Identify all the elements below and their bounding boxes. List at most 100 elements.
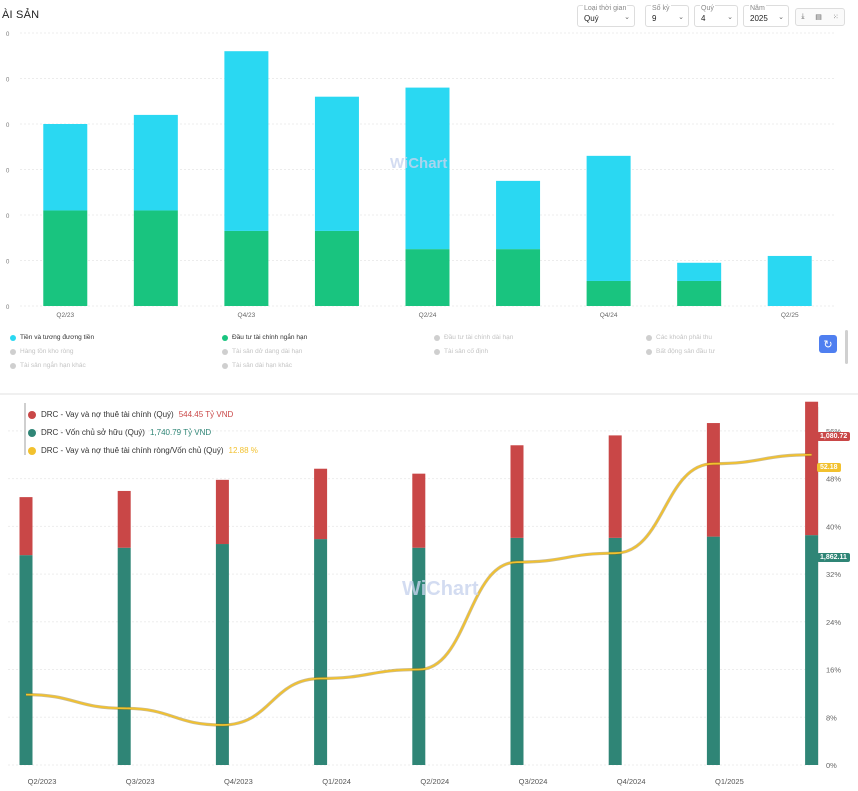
- bar-segment: [43, 210, 88, 306]
- bar-segment: [314, 230, 359, 306]
- legend-item[interactable]: Tiền và tương đương tiền: [10, 334, 94, 341]
- bar-segment: [133, 114, 178, 211]
- x-tick-label: Q4/2023: [224, 777, 253, 786]
- bar-segment: [496, 249, 541, 306]
- y-tick-label: 0: [6, 305, 10, 311]
- bar-segment: [224, 230, 269, 306]
- debt-bar: [805, 401, 819, 536]
- legend-ratio-value: 12.88 %: [228, 446, 258, 455]
- refresh-button[interactable]: ↻: [819, 335, 837, 353]
- period-count-value: 9: [652, 14, 657, 23]
- legend-item[interactable]: Tài sản cố định: [434, 348, 488, 355]
- x-tick-label: Q4/23: [238, 312, 256, 319]
- y2-tick-label: 0%: [826, 761, 837, 770]
- debt-bar: [706, 423, 720, 537]
- legend-accent-bar: [24, 403, 26, 455]
- legend-item[interactable]: Các khoản phải thu: [646, 334, 712, 341]
- legend-item[interactable]: Bất động sản đầu tư: [646, 348, 715, 355]
- legend-label: Đầu tư tài chính ngắn hạn: [232, 334, 308, 341]
- x-tick-label: Q1/2024: [322, 777, 351, 786]
- debt-bar: [215, 479, 229, 545]
- chevron-down-icon: ⌄: [624, 14, 630, 21]
- equity-bar: [805, 535, 819, 765]
- year-value: 2025: [750, 14, 768, 23]
- chart-toolbar: ⤓ ▤ ⁙: [795, 8, 845, 26]
- y2-tick-label: 40%: [826, 522, 841, 531]
- debt-bar: [412, 473, 426, 548]
- legend-label: Tài sản ngắn hạn khác: [20, 362, 86, 369]
- legend-label: Tài sản cố định: [444, 348, 489, 355]
- debt-bar: [117, 490, 131, 548]
- legend-scrollbar[interactable]: [845, 330, 848, 364]
- legend-dot: [222, 362, 228, 369]
- legend-label: Bất động sản đầu tư: [656, 348, 715, 355]
- legend-ratio-dot: [28, 446, 36, 455]
- x-tick-label: Q4/24: [600, 312, 618, 319]
- legend-dot: [646, 348, 652, 355]
- quarter-label: Quý: [700, 5, 715, 13]
- legend-debt[interactable]: DRC - Vay và nợ thuê tài chính (Quý) 544…: [28, 410, 233, 419]
- page-title: ÀI SẢN: [2, 9, 40, 21]
- x-tick-label: Q2/24: [419, 312, 437, 319]
- legend-dot: [10, 362, 16, 369]
- legend-item[interactable]: Tài sản dở dang dài hạn: [222, 348, 302, 355]
- x-tick-label: Q2/25: [781, 312, 799, 319]
- bar-segment: [586, 155, 631, 281]
- legend-item[interactable]: Hàng tồn kho ròng: [10, 348, 73, 355]
- y-tick-label: 0: [6, 123, 10, 129]
- equity-bar: [412, 547, 426, 765]
- quarter-select[interactable]: Quý 4 ⌄: [694, 5, 738, 27]
- debt-bar: [19, 497, 33, 556]
- watermark: WiChart: [390, 155, 447, 172]
- bar-segment: [224, 51, 269, 231]
- period-count-select[interactable]: Số kỳ 9 ⌄: [645, 5, 689, 27]
- refresh-icon: ↻: [823, 338, 833, 351]
- year-select[interactable]: Năm 2025 ⌄: [743, 5, 789, 27]
- end-label-debt: 1,080.72: [817, 432, 851, 441]
- legend-equity-value: 1,740.79 Tỷ VND: [149, 428, 212, 437]
- end-label-equity: 1,862.11: [817, 553, 850, 562]
- legend-item[interactable]: Tài sản ngắn hạn khác: [10, 362, 86, 369]
- x-tick-label: Q3/2023: [126, 777, 155, 786]
- assets-bar-chart: 0 0 0 0 0 0 0 Q2/23 Q4/23 Q2/24 Q4/24 Q2/25 WiChart: [6, 32, 835, 319]
- x-tick-label: Q3/2024: [519, 777, 548, 786]
- chevron-down-icon: ⌄: [778, 14, 784, 21]
- legend-item[interactable]: Đầu tư tài chính ngắn hạn: [222, 334, 307, 341]
- bar-segment: [677, 262, 722, 281]
- bar-segment: [133, 210, 178, 306]
- legend-item[interactable]: Tài sản dài hạn khác: [222, 362, 292, 369]
- period-type-select[interactable]: Loại thời gian Quý ⌄: [577, 5, 635, 27]
- bar-segment: [586, 280, 631, 306]
- debt-bar: [608, 435, 622, 538]
- legend-item[interactable]: Đầu tư tài chính dài hạn: [434, 334, 513, 341]
- legend-equity-name: DRC - Vốn chủ sở hữu (Quý): [41, 428, 145, 437]
- download-icon[interactable]: ⤓: [801, 13, 805, 20]
- legend-ratio[interactable]: DRC - Vay và nợ thuê tài chính ròng/Vốn …: [28, 446, 258, 455]
- bar-segment: [314, 96, 359, 231]
- grid-icon[interactable]: ⁙: [832, 14, 839, 21]
- watermark: WiChart: [402, 578, 479, 600]
- equity-bar: [314, 539, 328, 765]
- debt-equity-combo-chart: 0% 8% 16% 24% 32% 40% 48% 56% Q2/2023 Q3/2023 Q4/2…: [8, 401, 841, 786]
- x-tick-label: Q2/2024: [420, 777, 449, 786]
- y-tick-label: 0: [6, 32, 10, 38]
- legend-dot: [434, 348, 440, 355]
- debt-bar: [510, 445, 524, 538]
- period-count-label: Số kỳ: [651, 5, 671, 13]
- x-tick-label: Q4/2024: [617, 777, 646, 786]
- section-divider: [0, 393, 858, 395]
- equity-bar: [608, 537, 622, 765]
- legend-dot: [222, 348, 228, 355]
- table-icon[interactable]: ▤: [815, 14, 822, 21]
- legend-dot: [10, 348, 16, 355]
- legend-label: Các khoản phải thu: [656, 334, 713, 341]
- legend-label: Tài sản dài hạn khác: [232, 362, 292, 369]
- y2-tick-label: 32%: [826, 570, 841, 579]
- y2-tick-label: 56%: [826, 427, 841, 436]
- chevron-down-icon: ⌄: [727, 14, 733, 21]
- y2-tick-label: 16%: [826, 666, 841, 675]
- equity-bar: [117, 547, 131, 765]
- legend-equity[interactable]: DRC - Vốn chủ sở hữu (Quý) 1,740.79 Tỷ V…: [28, 428, 211, 437]
- y2-tick-label: 24%: [826, 618, 841, 627]
- legend-ratio-name: DRC - Vay và nợ thuê tài chính ròng/Vốn …: [41, 446, 224, 455]
